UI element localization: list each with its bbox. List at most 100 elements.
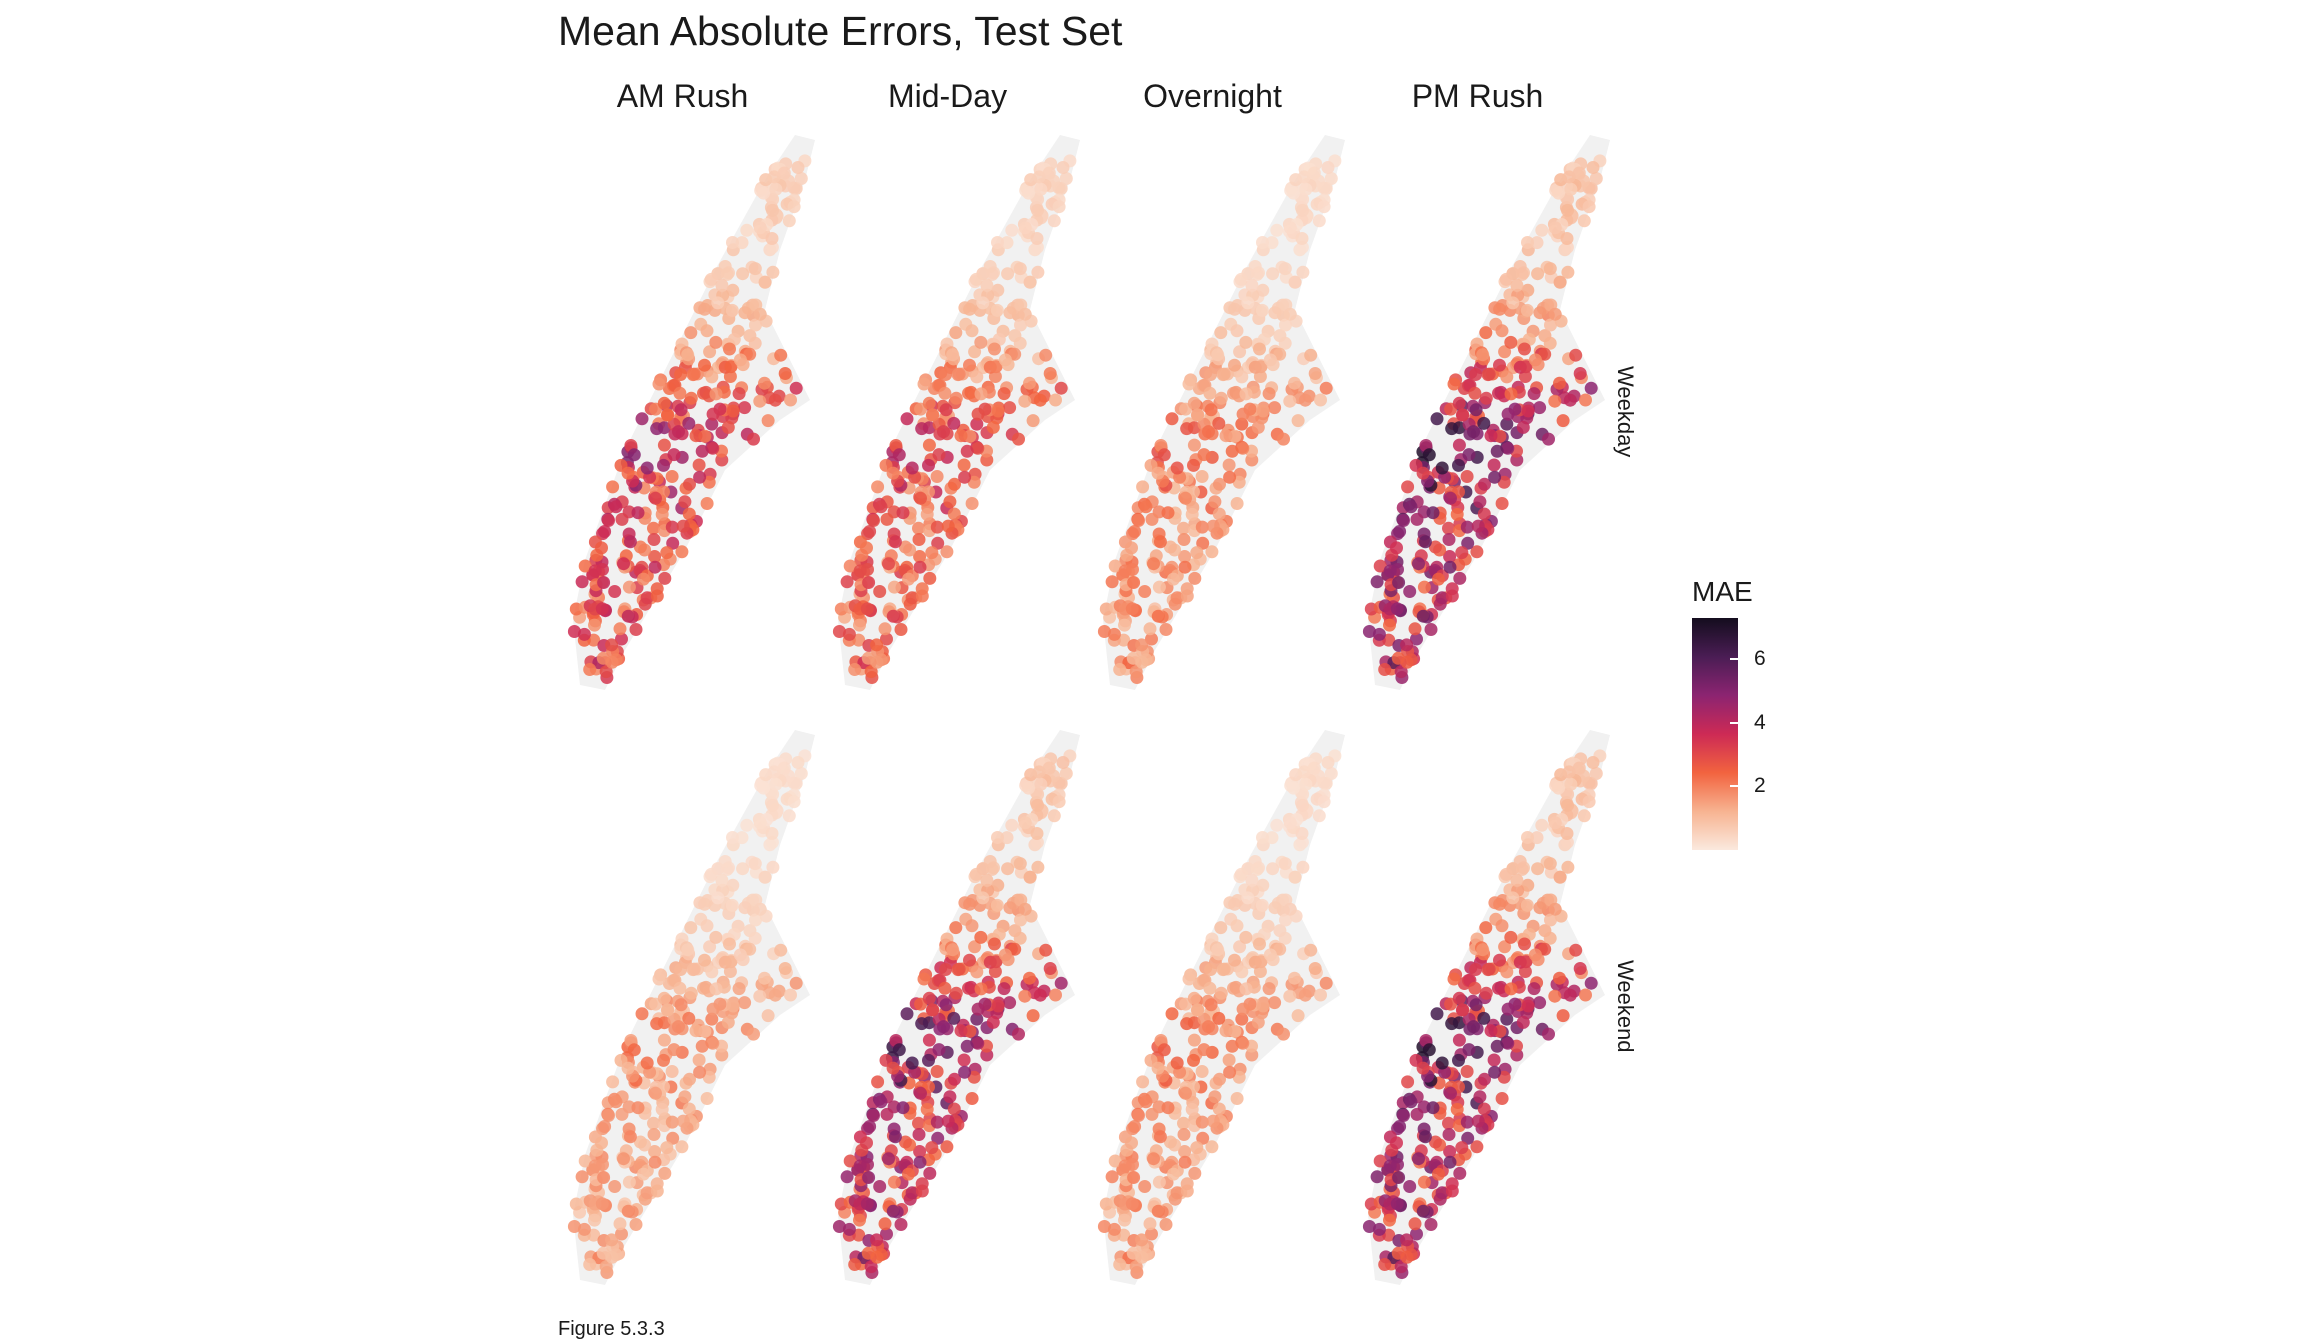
station-point: [943, 1090, 957, 1104]
station-point: [1178, 560, 1192, 574]
station-point: [640, 1186, 654, 1200]
station-point: [912, 521, 925, 535]
station-point: [655, 1102, 669, 1116]
station-point: [1205, 1140, 1219, 1154]
station-point: [1412, 1152, 1425, 1166]
station-point: [923, 571, 937, 585]
station-point: [1390, 1197, 1404, 1211]
station-point: [1034, 777, 1048, 791]
station-point: [687, 367, 701, 381]
station-point: [652, 377, 666, 391]
station-point: [726, 236, 739, 249]
station-point: [1392, 576, 1406, 589]
station-point: [1014, 318, 1027, 332]
station-point: [1245, 278, 1259, 292]
station-point: [1531, 358, 1545, 372]
station-point: [1197, 1043, 1211, 1057]
station-point: [1212, 1102, 1226, 1116]
station-point: [1548, 394, 1562, 408]
station-point: [925, 1003, 939, 1017]
station-point: [1531, 862, 1545, 876]
station-point: [657, 1053, 670, 1067]
station-point: [1195, 1115, 1209, 1129]
station-point: [1460, 1115, 1474, 1129]
station-point: [946, 943, 960, 957]
station-point: [867, 1109, 880, 1122]
station-point: [789, 976, 803, 990]
station-point: [1159, 623, 1173, 636]
station-point: [1059, 172, 1073, 185]
station-point: [684, 986, 698, 1000]
station-point: [1003, 306, 1017, 320]
station-point: [1527, 982, 1541, 996]
station-point: [886, 1061, 900, 1075]
station-point: [1553, 870, 1567, 884]
station-point: [747, 1027, 760, 1041]
station-point: [1214, 921, 1228, 935]
station-point: [652, 972, 666, 986]
station-point: [1445, 1184, 1459, 1198]
station-point: [1493, 953, 1506, 967]
station-point: [915, 589, 929, 603]
station-point: [1403, 585, 1417, 598]
station-point: [947, 1102, 961, 1116]
station-point: [947, 416, 961, 430]
map-panel-weekday-am-rush: [567, 135, 815, 690]
station-point: [1296, 203, 1309, 217]
station-point: [1138, 1180, 1152, 1193]
station-point: [774, 348, 788, 362]
station-point: [727, 332, 741, 346]
station-point: [1584, 976, 1598, 990]
station-point: [1256, 999, 1270, 1013]
station-point: [758, 870, 772, 884]
station-point: [947, 1011, 961, 1025]
station-point: [1297, 170, 1311, 184]
station-point: [613, 622, 627, 636]
station-point: [709, 335, 723, 349]
station-point: [1177, 1116, 1190, 1130]
station-point: [1196, 1131, 1210, 1145]
station-point: [1422, 448, 1436, 462]
station-point: [657, 396, 671, 410]
station-point: [1556, 414, 1570, 428]
station-point: [1167, 572, 1180, 586]
station-point: [1291, 1009, 1305, 1023]
station-point: [1245, 873, 1259, 887]
station-point: [674, 368, 688, 381]
station-point: [1279, 913, 1292, 927]
station-point: [1195, 1065, 1209, 1078]
station-point: [1187, 1053, 1200, 1067]
station-point: [732, 982, 746, 996]
station-point: [968, 345, 982, 359]
station-point: [1266, 953, 1280, 967]
station-point: [1589, 767, 1603, 780]
station-point: [766, 192, 780, 206]
station-point: [922, 438, 936, 452]
station-point: [673, 981, 687, 995]
station-point: [1187, 458, 1200, 472]
station-point: [1504, 335, 1518, 349]
station-point: [1113, 1258, 1127, 1271]
station-point: [1582, 795, 1596, 809]
station-point: [1204, 368, 1218, 381]
station-point: [915, 1017, 929, 1031]
station-point: [937, 1020, 950, 1034]
station-point: [1178, 1145, 1192, 1158]
station-point: [1278, 857, 1292, 871]
station-point: [681, 943, 695, 957]
station-point: [1297, 765, 1311, 779]
station-point: [1462, 1043, 1476, 1057]
station-point: [1518, 342, 1531, 356]
station-point: [1256, 283, 1270, 297]
station-point: [1520, 898, 1534, 912]
station-point: [957, 458, 971, 472]
station-point: [989, 360, 1003, 374]
station-point: [915, 422, 929, 436]
station-point: [1468, 981, 1482, 995]
station-point: [1013, 262, 1027, 276]
station-point: [1018, 989, 1032, 1003]
station-point: [840, 1170, 854, 1184]
station-point: [971, 1002, 985, 1016]
station-point: [1533, 996, 1547, 1010]
